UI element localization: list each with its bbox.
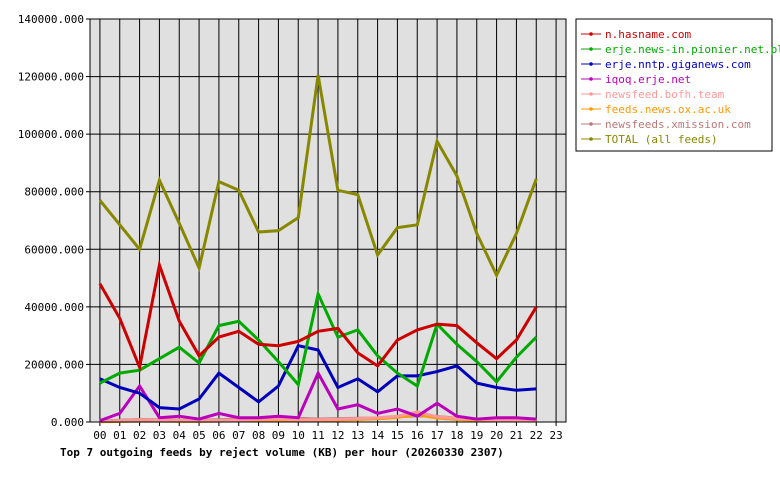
x-tick-label: 17 xyxy=(430,429,443,442)
x-tick-label: 21 xyxy=(510,429,523,442)
plot-frame xyxy=(89,18,567,423)
x-tick-label: 11 xyxy=(311,429,324,442)
y-tick-label: 80000.000 xyxy=(24,186,84,199)
legend-box xyxy=(575,18,773,152)
legend-label-iqoq-erje-net: iqoq.erje.net xyxy=(605,73,691,86)
x-tick-label: 05 xyxy=(192,429,205,442)
series-line-erje-nntp-giganews-com xyxy=(99,343,537,411)
series-line-total-all-feeds xyxy=(98,74,538,279)
legend-label-erje-news-in-pionier-net-pl: erje.news-in.pionier.net.pl xyxy=(605,43,780,56)
series-line-newsfeed-bofh-team xyxy=(99,410,537,423)
series-line-n-hasname-com xyxy=(98,259,538,373)
x-tick-label: 01 xyxy=(113,429,126,442)
legend-label-total-all-feeds: TOTAL (all feeds) xyxy=(605,133,718,146)
y-axis-tick-labels: 0.000 20000.000 40000.000 60000.000 80000.00… xyxy=(18,13,90,429)
legend-label-erje-nntp-giganews-com: erje.nntp.giganews.com xyxy=(605,58,751,71)
x-tick-label: 00 xyxy=(93,429,106,442)
plot-background xyxy=(90,19,566,422)
x-tick-label: 03 xyxy=(153,429,166,442)
x-tick-label: 07 xyxy=(232,429,245,442)
x-tick-label: 19 xyxy=(470,429,483,442)
x-tick-label: 20 xyxy=(490,429,503,442)
legend-label-n-hasname-com: n.hasname.com xyxy=(605,28,691,41)
x-tick-label: 10 xyxy=(292,429,305,442)
legend-swatch-marker xyxy=(589,77,593,81)
x-axis-tick-labels: 00 01 02 03 04 05 06 07 08 09 10 11 12 13 14 15 16 17 18 19… xyxy=(93,422,563,442)
y-tick-label: 60000.000 xyxy=(24,243,84,256)
legend-label-newsfeed-bofh-team: newsfeed.bofh.team xyxy=(605,88,725,101)
y-tick-label: 120000.000 xyxy=(18,71,84,84)
y-tick-label: 20000.000 xyxy=(24,358,84,371)
x-tick-label: 09 xyxy=(272,429,285,442)
legend-swatch-marker xyxy=(589,137,593,141)
legend-swatch-marker xyxy=(589,92,593,96)
legend-swatch-marker xyxy=(589,32,593,36)
series-lines xyxy=(98,74,538,424)
legend-label-feeds-news-ox-ac-uk: feeds.news.ox.ac.uk xyxy=(605,103,731,116)
x-tick-label: 16 xyxy=(411,429,424,442)
legend-swatch-marker xyxy=(589,122,593,126)
y-tick-label: 100000.000 xyxy=(18,128,84,141)
legend: n.hasname.com erje.news-in.pionier.net.pl… xyxy=(575,18,780,152)
chart-title: Top 7 outgoing feeds by reject volume (K… xyxy=(60,446,504,459)
x-tick-label: 04 xyxy=(173,429,187,442)
series-line-erje-news-in-pionier-net-pl xyxy=(99,289,538,389)
y-tick-label: 0.000 xyxy=(51,416,84,429)
x-tick-label: 14 xyxy=(371,429,385,442)
x-tick-label: 13 xyxy=(351,429,364,442)
y-tick-label: 140000.000 xyxy=(18,13,84,26)
x-tick-label: 23 xyxy=(549,429,562,442)
x-tick-label: 18 xyxy=(450,429,463,442)
legend-swatch-marker xyxy=(589,107,593,111)
legend-swatch-marker xyxy=(589,62,593,66)
x-tick-label: 06 xyxy=(212,429,225,442)
x-tick-label: 12 xyxy=(331,429,344,442)
x-tick-label: 08 xyxy=(252,429,265,442)
legend-label-newsfeeds-xmission-com: newsfeeds.xmission.com xyxy=(605,118,751,131)
x-tick-label: 02 xyxy=(133,429,146,442)
y-tick-label: 40000.000 xyxy=(24,301,84,314)
x-tick-label: 15 xyxy=(391,429,404,442)
series-line-iqoq-erje-net xyxy=(99,369,537,423)
legend-swatch-marker xyxy=(589,47,593,51)
x-tick-label: 22 xyxy=(530,429,543,442)
